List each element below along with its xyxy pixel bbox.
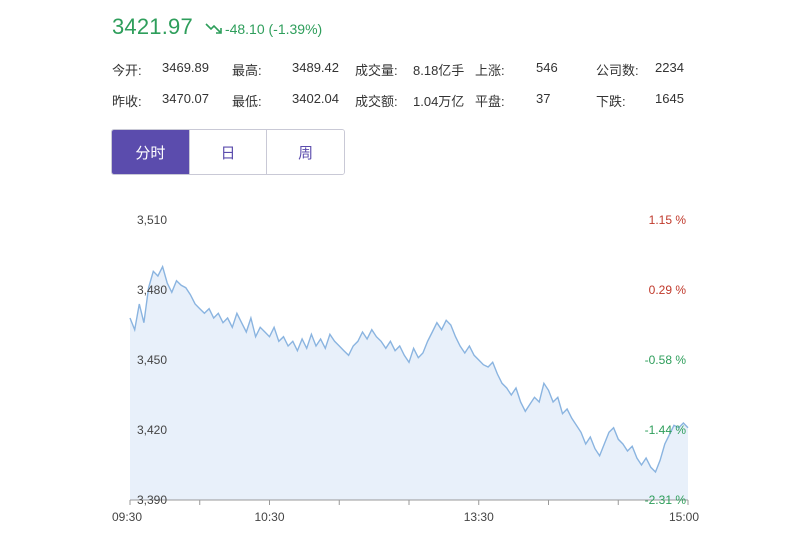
pct-tick-label: -1.44 % — [645, 423, 687, 437]
y-tick-label: 3,420 — [137, 423, 167, 437]
stat-companies-value: 2234 — [655, 60, 684, 75]
pct-tick-label: -2.31 % — [645, 493, 687, 507]
stat-turnover-value: 1.04万亿 — [413, 94, 465, 109]
stat-volume-value: 8.18亿手 — [413, 63, 465, 78]
stat-advancing-value: 546 — [536, 60, 558, 75]
intraday-chart: 3,510 3,480 3,450 3,420 3,390 1.15 % 0.29 % -0.… — [112, 213, 699, 524]
stat-unchanged-value: 37 — [536, 91, 551, 106]
stat-open-label: 今开: — [112, 63, 142, 78]
stat-high-value: 3489.42 — [292, 60, 339, 75]
tab-daily[interactable]: 日 — [189, 130, 268, 174]
tab-weekly[interactable]: 周 — [267, 130, 344, 174]
y-tick-label: 3,450 — [137, 353, 167, 367]
stat-low-value: 3402.04 — [292, 91, 339, 106]
tab-intraday[interactable]: 分时 — [112, 130, 190, 174]
stat-turnover-label: 成交额: — [355, 94, 398, 109]
price-line — [129, 264, 689, 474]
quote-header: 3421.97 -48.10 (-1.39%) — [112, 14, 322, 44]
pct-tick-label: -0.58 % — [645, 353, 687, 367]
stat-high-label: 最高: — [232, 63, 262, 78]
stat-declining-label: 下跌: — [596, 94, 626, 109]
y-tick-label: 3,480 — [137, 283, 167, 297]
x-tick-label: 13:30 — [464, 510, 494, 524]
price-change: -48.10 (-1.39%) — [224, 21, 323, 37]
pct-tick-label: 0.29 % — [649, 283, 687, 297]
stat-companies-label: 公司数: — [596, 63, 639, 78]
pct-tick-label: 1.15 % — [649, 213, 687, 227]
timeframe-tabs: 分时 日 周 — [111, 129, 345, 175]
price-area — [130, 266, 688, 500]
x-tick-label: 10:30 — [254, 510, 284, 524]
y-tick-label: 3,510 — [137, 213, 167, 227]
stat-volume-label: 成交量: — [355, 63, 398, 78]
x-tick-label: 15:00 — [669, 510, 699, 524]
stat-open-value: 3469.89 — [162, 60, 209, 75]
stat-prev-close-value: 3470.07 — [162, 91, 209, 106]
stat-advancing-label: 上涨: — [475, 63, 505, 78]
current-price: 3421.97 — [112, 14, 193, 39]
stat-prev-close-label: 昨收: — [112, 94, 142, 109]
stat-unchanged-label: 平盘: — [475, 94, 505, 109]
x-tick-label: 09:30 — [112, 510, 142, 524]
y-tick-label: 3,390 — [137, 493, 167, 507]
stat-low-label: 最低: — [232, 94, 262, 109]
trend-down-arrow-icon — [205, 21, 223, 35]
stat-declining-value: 1645 — [655, 91, 684, 106]
